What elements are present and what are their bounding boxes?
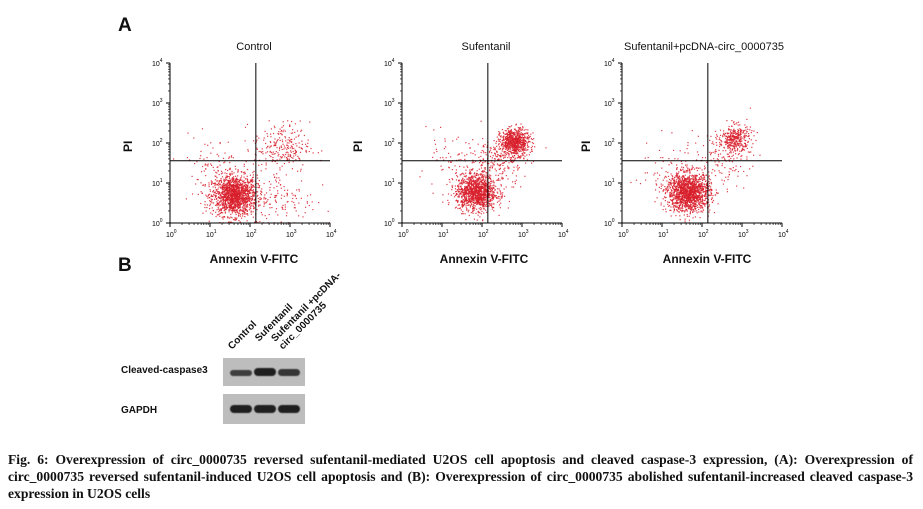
y-axis-label-sufentanil-pcdna: PI	[579, 140, 593, 152]
y-axis-label-sufentanil: PI	[351, 140, 365, 152]
band-caspase3-sufentanil-pcdna	[278, 369, 300, 376]
blot-label-gapdh: GAPDH	[121, 405, 158, 416]
x-axis-label-sufentanil-pcdna: Annexin V-FITC	[662, 252, 752, 266]
y-tick-label: 102	[152, 138, 163, 148]
y-tick-label: 101	[152, 178, 163, 188]
y-tick-label: 103	[384, 98, 395, 108]
x-tick-label: 103	[518, 229, 529, 239]
band-caspase3-control	[230, 370, 252, 376]
band-caspase3-sufentanil	[254, 368, 276, 376]
y-axis-label-control: PI	[121, 140, 135, 152]
x-tick-label: 101	[438, 229, 449, 239]
y-tick-label: 103	[604, 98, 615, 108]
y-tick-label: 100	[384, 218, 395, 228]
panel-label-a: A	[118, 15, 132, 36]
y-tick-label: 104	[384, 58, 395, 68]
figure-caption: Fig. 6: Overexpression of circ_0000735 r…	[8, 452, 913, 501]
y-tick-label: 102	[604, 138, 615, 148]
y-tick-label: 102	[384, 138, 395, 148]
x-tick-label: 101	[206, 229, 217, 239]
x-axis-label-control: Annexin V-FITC	[209, 252, 299, 266]
scatter-points	[419, 120, 547, 222]
y-tick-label: 104	[152, 58, 163, 68]
scatter-points	[173, 120, 331, 224]
y-tick-label: 104	[604, 58, 615, 68]
plot-title-sufentanil-pcdna: Sufentanil+pcDNA-circ_0000735	[624, 41, 784, 53]
band-gapdh-sufentanil	[254, 405, 276, 413]
x-tick-label: 100	[618, 229, 629, 239]
x-tick-label: 104	[326, 229, 337, 239]
x-tick-label: 104	[558, 229, 569, 239]
x-tick-label: 102	[478, 229, 489, 239]
x-tick-label: 100	[166, 229, 177, 239]
y-tick-label: 101	[604, 178, 615, 188]
x-tick-label: 101	[658, 229, 669, 239]
y-tick-label: 101	[384, 178, 395, 188]
scatter-points	[630, 107, 761, 224]
plot-title-control: Control	[236, 41, 272, 53]
x-tick-label: 102	[698, 229, 709, 239]
lane-label-sufentanil-pcdna: Sufentanil +pcDNA-circ_0000735	[269, 252, 369, 352]
band-gapdh-control	[230, 405, 252, 413]
x-tick-label: 104	[778, 229, 789, 239]
x-tick-label: 103	[286, 229, 297, 239]
plot-title-sufentanil: Sufentanil	[461, 41, 511, 53]
panel-label-b: B	[118, 255, 132, 276]
x-tick-label: 102	[246, 229, 257, 239]
blot-gapdh	[223, 394, 305, 424]
x-tick-label: 103	[738, 229, 749, 239]
blot-label-cleaved-caspase3: Cleaved-caspase3	[121, 365, 208, 376]
x-axis-label-sufentanil: Annexin V-FITC	[439, 252, 529, 266]
band-gapdh-sufentanil-pcdna	[278, 405, 300, 413]
blot-cleaved-caspase3	[223, 358, 305, 386]
y-tick-label: 103	[152, 98, 163, 108]
x-tick-label: 100	[398, 229, 409, 239]
y-tick-label: 100	[152, 218, 163, 228]
y-tick-label: 100	[604, 218, 615, 228]
